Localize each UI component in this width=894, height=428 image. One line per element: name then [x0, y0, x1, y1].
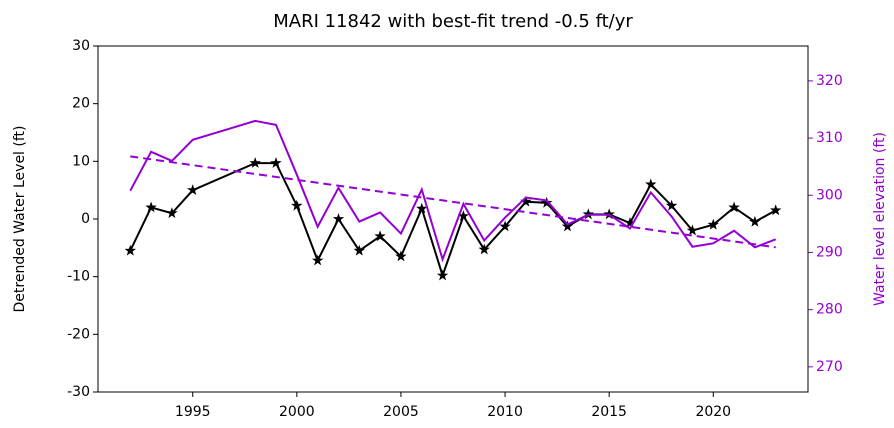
- y2-tick-label: 320: [816, 73, 843, 89]
- y-tick-label: 20: [72, 96, 90, 112]
- star-marker: [395, 250, 407, 262]
- y2-tick-label: 300: [816, 187, 843, 203]
- y-tick-label: 10: [72, 153, 90, 169]
- y2-tick-label: 310: [816, 130, 843, 146]
- star-marker: [541, 196, 553, 208]
- star-marker: [270, 157, 282, 168]
- star-marker: [749, 215, 761, 227]
- star-marker: [353, 244, 365, 256]
- y-tick-label: 30: [72, 38, 90, 54]
- star-marker: [312, 254, 324, 266]
- star-marker: [145, 201, 157, 213]
- star-marker: [249, 157, 261, 168]
- y2-tick-label: 270: [816, 359, 843, 375]
- y-tick-label: 0: [81, 211, 90, 227]
- y-tick-label: -30: [67, 384, 90, 400]
- star-marker: [686, 224, 699, 236]
- star-marker: [166, 207, 178, 219]
- y-tick-label: -10: [67, 269, 90, 285]
- x-tick-label: 2005: [383, 404, 419, 420]
- star-marker: [520, 195, 532, 207]
- y2-tick-label: 290: [816, 244, 843, 260]
- star-marker: [645, 178, 657, 190]
- star-marker: [561, 220, 574, 232]
- star-marker: [624, 217, 636, 228]
- star-marker: [707, 218, 719, 230]
- star-marker: [416, 202, 428, 214]
- star-marker: [124, 244, 136, 256]
- series-line: [129, 162, 777, 279]
- plot-frame: [97, 45, 809, 393]
- star-marker: [665, 199, 678, 211]
- x-tick-label: 2010: [487, 404, 523, 420]
- star-marker: [332, 213, 345, 224]
- star-marker: [457, 210, 470, 221]
- series-line: [129, 119, 777, 263]
- star-marker: [374, 230, 386, 242]
- star-marker: [499, 220, 511, 232]
- x-tick-label: 2020: [695, 404, 731, 420]
- x-tick-label: 1995: [175, 404, 211, 420]
- star-marker: [478, 243, 490, 255]
- star-marker: [770, 204, 782, 216]
- y2-axis-label: Water level elevation (ft): [872, 132, 888, 306]
- star-marker: [436, 269, 449, 281]
- y-axis-label: Detrended Water Level (ft): [12, 126, 28, 313]
- series-line: [130, 155, 776, 249]
- x-tick-label: 2000: [279, 404, 315, 420]
- x-tick-label: 2015: [591, 404, 627, 420]
- y-tick-label: -20: [67, 326, 90, 342]
- star-marker: [187, 184, 199, 195]
- chart-title: MARI 11842 with best-fit trend -0.5 ft/y…: [273, 11, 633, 32]
- y2-tick-label: 280: [816, 302, 843, 318]
- star-marker: [728, 201, 740, 213]
- star-marker: [291, 199, 303, 211]
